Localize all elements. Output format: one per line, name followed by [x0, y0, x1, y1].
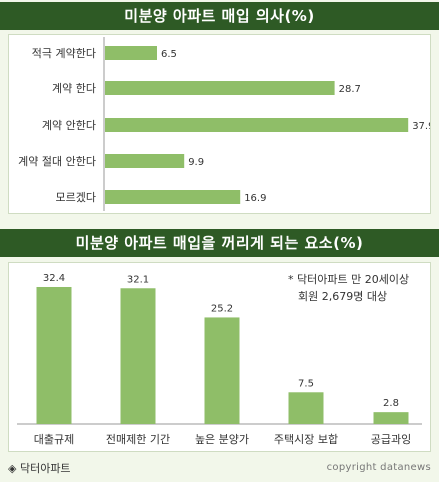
- chart2-bar: [36, 286, 72, 424]
- chart1-value-label: 16.9: [244, 193, 266, 204]
- chart1-bar: [105, 81, 335, 95]
- chart2-svg: 32.4 대출규제 32.1 전매제한 기간 25.2 높은 분양가 7.5 주택시장 보합 2…: [17, 273, 422, 446]
- chart1-category-label: 적극 계약한다: [32, 46, 96, 60]
- chart1-value-label: 6.5: [161, 49, 177, 60]
- chart1-value-label: 28.7: [339, 84, 361, 95]
- chart1-category-label: 계약 안한다: [42, 118, 96, 132]
- chart2-value-label: 32.4: [43, 273, 65, 284]
- chart2-panel: 32.4 대출규제 32.1 전매제한 기간 25.2 높은 분양가 7.5 주택시장 보합 2…: [8, 262, 431, 452]
- chart2-bar: [288, 392, 324, 424]
- chart2-value-label: 7.5: [298, 378, 314, 389]
- chart2-annotation: 회원 2,679명 대상: [298, 290, 387, 303]
- chart2-value-label: 2.8: [383, 398, 399, 409]
- chart1-category-label: 모르겠다: [56, 191, 96, 204]
- chart2-value-label: 25.2: [211, 303, 233, 314]
- chart1-bar: [105, 190, 241, 204]
- chart1-bar: [105, 118, 409, 132]
- chart2-value-label: 32.1: [127, 274, 149, 285]
- chart2-category-label: 주택시장 보합: [274, 433, 338, 446]
- chart2-bar: [120, 288, 156, 424]
- chart2-category-label: 대출규제: [34, 433, 74, 446]
- chart1-category-label: 계약 한다: [52, 81, 96, 95]
- chart1-bar: [105, 46, 157, 60]
- chart1-svg: 적극 계약한다 6.5 계약 한다 28.7 계약 안한다 37.9 계약 절대 안한다 9.…: [18, 37, 430, 211]
- chart2-bar: [204, 317, 240, 424]
- chart1-value-label: 37.9: [412, 121, 430, 132]
- chart1-value-label: 9.9: [188, 157, 204, 168]
- chart2-category-label: 높은 분양가: [195, 433, 249, 446]
- copyright-label: copyright datanews: [326, 462, 431, 473]
- chart2-category-label: 공급과잉: [371, 433, 411, 446]
- source-label: ◈ 닥터아파트: [8, 462, 71, 475]
- chart2-category-label: 전매제한 기간: [106, 433, 170, 446]
- chart2-annotation: * 닥터아파트 만 20세이상: [288, 273, 409, 286]
- chart1-category-label: 계약 절대 안한다: [18, 154, 96, 168]
- chart2-bar: [373, 412, 409, 424]
- chart1-bar: [105, 154, 185, 168]
- chart1-title: 미분양 아파트 매입 의사(%): [0, 2, 439, 30]
- chart1-panel: 적극 계약한다 6.5 계약 한다 28.7 계약 안한다 37.9 계약 절대 안한다 9.…: [8, 34, 431, 214]
- chart2-title: 미분양 아파트 매입을 꺼리게 되는 요소(%): [0, 229, 439, 257]
